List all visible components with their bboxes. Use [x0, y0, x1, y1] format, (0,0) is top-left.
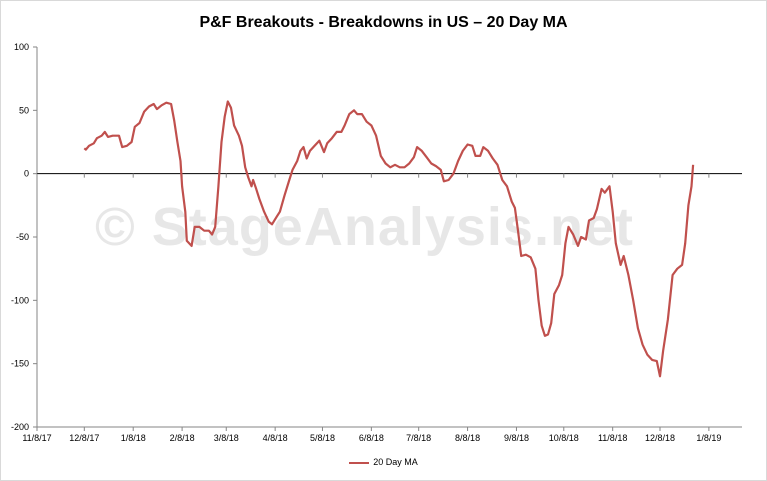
x-tick-label: 4/8/18 [263, 433, 288, 443]
x-tick-label: 12/8/17 [69, 433, 99, 443]
x-tick-label: 11/8/17 [22, 433, 51, 443]
x-tick-label: 11/8/18 [598, 433, 627, 443]
x-tick-label: 10/8/18 [549, 433, 579, 443]
x-tick-label: 7/8/18 [406, 433, 431, 443]
x-tick-label: 1/8/19 [696, 433, 721, 443]
y-tick-label: 100 [14, 42, 29, 52]
legend-label: 20 Day MA [373, 457, 418, 467]
x-tick-label: 6/8/18 [359, 433, 384, 443]
x-tick-label: 1/8/18 [121, 433, 146, 443]
y-tick-label: 0 [24, 169, 29, 179]
chart-title: P&F Breakouts - Breakdowns in US – 20 Da… [199, 14, 568, 31]
x-tick-label: 5/8/18 [310, 433, 335, 443]
x-tick-label: 12/8/18 [645, 433, 675, 443]
series-layer [83, 100, 695, 378]
x-tick-label: 3/8/18 [214, 433, 239, 443]
series-line [83, 100, 695, 378]
x-tick-label: 9/8/18 [504, 433, 529, 443]
y-axis: 100 50 0 -50 -100 -150 -200 [11, 42, 38, 432]
x-tick-label: 8/8/18 [455, 433, 480, 443]
legend: 20 Day MA [0, 457, 767, 467]
y-tick-label: -50 [16, 232, 29, 242]
x-tick-label: 2/8/18 [170, 433, 195, 443]
y-tick-label: -100 [11, 295, 29, 305]
y-tick-label: -150 [11, 359, 29, 369]
y-tick-label: 50 [19, 105, 29, 115]
y-tick-label: -200 [11, 422, 29, 432]
legend-swatch [349, 461, 370, 464]
x-axis: 11/8/17 12/8/17 1/8/18 2/8/18 3/8/18 4/8/18 5/… [22, 173, 742, 443]
